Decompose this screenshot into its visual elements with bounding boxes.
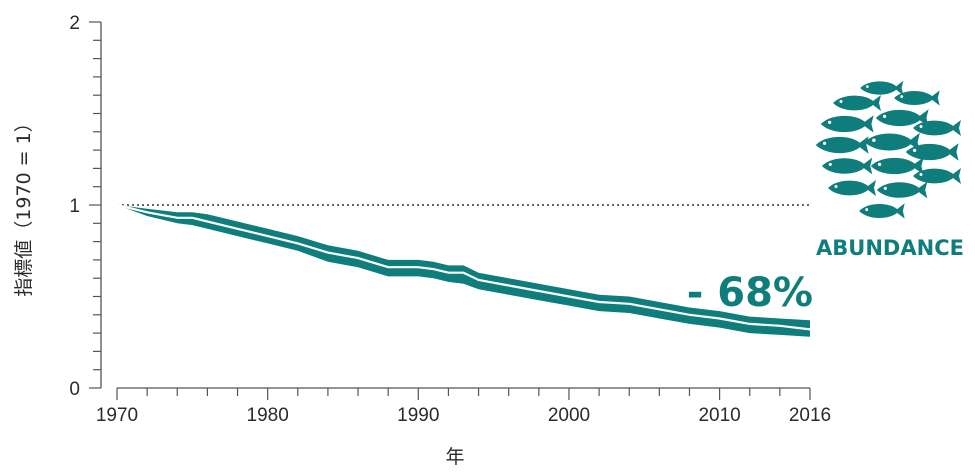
fish-body <box>821 157 873 175</box>
fish-eye <box>883 186 887 190</box>
fish-body <box>828 180 876 196</box>
fish-eye <box>882 114 887 118</box>
fish-eye <box>866 85 869 88</box>
fish-eye <box>834 185 838 188</box>
fish-school-icon <box>815 80 961 219</box>
x-tick-label: 1980 <box>247 405 289 426</box>
fish-body <box>894 90 940 106</box>
abundance-label: ABUNDANCE <box>816 236 964 260</box>
x-tick-label: 2000 <box>548 405 590 426</box>
fish-icon <box>860 80 904 96</box>
fish-icon <box>913 120 961 136</box>
fish-icon <box>894 90 940 106</box>
x-tick-labels: 1970 1980 1990 2000 2010 2016 <box>96 405 831 426</box>
fish-eye <box>827 120 832 124</box>
fish-body <box>820 115 874 133</box>
x-tick-label: 2010 <box>698 405 740 426</box>
x-tick-label: 2016 <box>789 405 831 426</box>
fish-eye <box>822 141 827 145</box>
fish-icon <box>870 157 924 175</box>
fish-eye <box>900 95 904 98</box>
fish-eye <box>872 138 876 142</box>
fish-body <box>905 143 959 161</box>
x-tick-label: 1970 <box>96 405 138 426</box>
x-axis-title: 年 <box>445 446 464 468</box>
x-axis: 1970 1980 1990 2000 2010 2016 <box>96 387 831 426</box>
fish-icon <box>876 181 928 199</box>
fish-body <box>913 168 961 184</box>
fish-icon <box>859 203 905 219</box>
fish-body <box>913 120 961 136</box>
fish-icon <box>864 132 920 152</box>
fish-body <box>875 109 929 127</box>
y-tick-label: 2 <box>69 13 80 34</box>
fish-icon <box>875 109 929 127</box>
fish-body <box>815 136 869 154</box>
fish-body <box>870 157 924 175</box>
fish-icon <box>815 136 869 154</box>
fish-eye <box>919 173 923 176</box>
fish-body <box>876 181 928 199</box>
y-tick-labels: 0 1 2 <box>69 13 80 400</box>
fish-body <box>864 132 920 152</box>
fish-eye <box>828 162 832 166</box>
fish-body <box>860 80 904 96</box>
y-tick-label: 1 <box>69 196 80 217</box>
fish-eye <box>877 162 882 166</box>
confidence-band <box>117 205 810 337</box>
y-axis-minor-ticks <box>89 21 101 389</box>
fish-body <box>833 95 881 111</box>
fish-icon <box>913 168 961 184</box>
fish-eye <box>865 208 869 211</box>
fish-icon <box>905 143 959 161</box>
fish-eye <box>839 100 843 103</box>
x-axis-minor-ticks <box>116 388 811 400</box>
fish-body <box>859 203 905 219</box>
fish-icon <box>833 95 881 111</box>
y-axis-title: 指標値（1970 = 1） <box>13 113 35 296</box>
fish-icon <box>828 180 876 196</box>
fish-eye <box>919 125 923 128</box>
x-tick-label: 1990 <box>397 405 439 426</box>
fish-icon <box>820 115 874 133</box>
trend-line <box>116 203 811 331</box>
fish-icon <box>821 157 873 175</box>
y-tick-label: 0 <box>69 379 80 400</box>
fish-eye <box>912 148 917 152</box>
y-axis: 0 1 2 <box>69 13 102 400</box>
change-label: - 68% <box>687 270 813 316</box>
